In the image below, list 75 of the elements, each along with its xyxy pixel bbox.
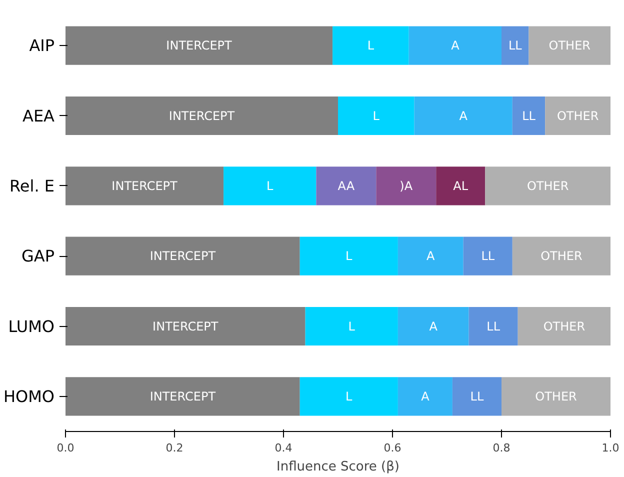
- bar: [305, 306, 398, 346]
- text: INTERCEPT: [152, 319, 218, 334]
- bar: [398, 377, 452, 416]
- y-tick-label: HOMO: [3, 386, 55, 406]
- text: OTHER: [540, 249, 582, 264]
- series-label: L: [346, 389, 353, 404]
- text: OTHER: [548, 38, 590, 53]
- x-tick-label: 1.0: [602, 442, 620, 454]
- y-tick-label: Rel. E: [10, 176, 54, 196]
- series-label: AL: [453, 178, 468, 193]
- text: L: [266, 178, 274, 193]
- bar: [528, 26, 610, 65]
- x-tick-label: 0.8: [492, 442, 510, 454]
- bar: [502, 377, 610, 416]
- text: L: [348, 319, 355, 334]
- text: OTHER: [535, 389, 577, 404]
- bar: [398, 306, 469, 346]
- bar: [502, 26, 529, 65]
- series-label: )A: [400, 178, 414, 193]
- bar: [66, 377, 300, 416]
- bar: [408, 26, 502, 65]
- text: LL: [486, 319, 500, 334]
- series-label: INTERCEPT: [150, 389, 216, 404]
- bar: [66, 236, 300, 276]
- y-tick-label: LUMO: [8, 316, 55, 336]
- bar: [300, 236, 398, 276]
- bar: [376, 166, 436, 206]
- text: INTERCEPT: [150, 249, 216, 264]
- bar: [452, 377, 502, 416]
- bar: [414, 96, 512, 136]
- series-label: AA: [338, 178, 356, 193]
- text: L: [367, 38, 374, 53]
- y-tick-label: AEA: [22, 106, 55, 126]
- x-tick-label: 0.2: [166, 442, 184, 454]
- y-tick-label: GAP: [22, 246, 55, 266]
- text: A: [429, 319, 438, 334]
- bar: [300, 377, 398, 416]
- x-tick-label: 0.6: [384, 442, 402, 454]
- x-axis-title: Influence Score (β): [276, 460, 400, 474]
- bar: [512, 236, 610, 276]
- bar: [485, 166, 610, 206]
- bar: [463, 236, 512, 276]
- bar: [66, 96, 338, 136]
- bar: [332, 26, 409, 65]
- bar: [545, 96, 610, 136]
- series-label: OTHER: [556, 108, 599, 123]
- bar: [436, 166, 486, 206]
- text: LL: [522, 108, 536, 123]
- bar: [398, 236, 464, 276]
- bar: [338, 96, 414, 136]
- text: INTERCEPT: [112, 178, 178, 193]
- x-tick-label: 0.4: [274, 442, 292, 454]
- text: LL: [470, 389, 484, 404]
- y-tick-label: AIP: [29, 36, 55, 56]
- series-label: LL: [508, 38, 522, 53]
- x-tick-label: 0.0: [56, 442, 74, 454]
- text: OTHER: [543, 319, 586, 334]
- text: L: [372, 108, 380, 123]
- text: L: [346, 249, 352, 264]
- text: LL: [481, 249, 495, 264]
- text: INTERCEPT: [166, 38, 232, 53]
- bar: [316, 166, 376, 206]
- text: OTHER: [526, 178, 569, 193]
- bar: [512, 96, 546, 136]
- text: A: [426, 249, 435, 264]
- bar: [468, 306, 518, 346]
- bar: [518, 306, 610, 346]
- text: A: [459, 108, 468, 123]
- text: INTERCEPT: [168, 108, 235, 123]
- series-label: A: [421, 389, 430, 404]
- text: A: [451, 38, 460, 53]
- bar: [224, 166, 316, 206]
- bar: [66, 306, 306, 346]
- bar: [66, 166, 224, 206]
- bar: [66, 26, 333, 65]
